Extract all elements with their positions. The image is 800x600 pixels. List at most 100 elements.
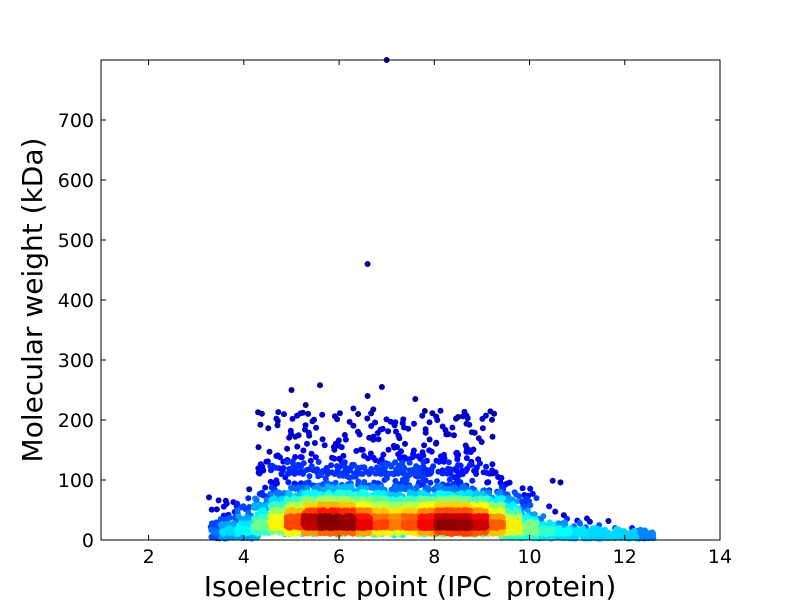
data-point	[422, 429, 429, 436]
data-point	[445, 459, 452, 466]
data-point	[375, 436, 382, 443]
data-point	[274, 422, 281, 429]
data-point	[360, 490, 367, 496]
data-point	[286, 470, 292, 477]
data-point	[318, 472, 325, 478]
data-point	[252, 495, 259, 502]
data-point	[234, 525, 241, 532]
data-point	[428, 469, 435, 476]
data-point	[294, 412, 300, 419]
data-point	[413, 484, 420, 490]
data-point	[456, 462, 463, 469]
data-point	[315, 459, 322, 465]
data-point	[341, 459, 348, 466]
data-point	[308, 450, 315, 457]
data-point	[427, 479, 434, 486]
data-point	[463, 455, 470, 462]
data-point	[579, 525, 586, 532]
data-point	[259, 463, 266, 470]
data-point	[497, 489, 504, 496]
data-point	[411, 420, 417, 427]
data-point	[488, 501, 495, 508]
data-point	[452, 467, 459, 474]
data-point	[338, 444, 345, 451]
data-point	[206, 494, 212, 501]
data-point	[254, 502, 261, 509]
data-point	[335, 437, 342, 444]
data-point	[287, 427, 294, 434]
data-point	[546, 503, 553, 510]
data-point	[257, 491, 264, 498]
data-point	[406, 501, 413, 508]
data-point	[385, 446, 392, 453]
data-point	[359, 446, 366, 453]
data-point	[562, 521, 569, 528]
data-point	[426, 436, 433, 443]
data-point	[478, 439, 485, 445]
data-point	[370, 454, 377, 461]
data-point	[321, 442, 328, 449]
data-point	[306, 473, 313, 480]
data-point	[598, 527, 605, 534]
data-point	[234, 531, 241, 537]
data-point	[489, 461, 496, 468]
data-point	[281, 411, 287, 418]
data-point	[289, 459, 296, 465]
data-point	[419, 412, 426, 419]
data-point	[358, 464, 365, 471]
data-point	[263, 458, 270, 465]
data-point	[331, 413, 338, 420]
data-point	[368, 410, 375, 417]
data-point	[400, 454, 406, 461]
data-point	[276, 454, 283, 461]
data-point	[464, 415, 471, 422]
data-point	[346, 418, 353, 425]
data-point	[451, 474, 458, 481]
data-point	[267, 490, 274, 497]
data-point	[605, 518, 612, 524]
data-point	[373, 464, 380, 471]
data-point	[469, 477, 476, 484]
data-point	[472, 468, 479, 475]
data-point	[291, 470, 298, 477]
data-point	[212, 530, 219, 537]
data-point	[533, 520, 540, 527]
data-point	[383, 475, 390, 482]
data-point	[353, 448, 360, 454]
data-point	[245, 495, 252, 502]
data-point	[356, 431, 363, 438]
data-point	[428, 448, 435, 455]
data-point	[497, 501, 504, 508]
data-point	[426, 419, 433, 426]
data-point	[331, 455, 338, 462]
data-point	[498, 530, 505, 536]
data-point	[472, 507, 479, 514]
data-point	[457, 471, 463, 478]
data-point	[350, 461, 357, 468]
data-point	[367, 450, 374, 457]
data-point	[398, 486, 404, 492]
data-point	[437, 407, 444, 414]
data-point	[208, 506, 215, 513]
data-point	[284, 459, 291, 466]
data-point	[355, 478, 362, 485]
data-point	[434, 478, 440, 485]
data-point	[399, 476, 406, 483]
data-point	[245, 505, 252, 511]
data-point	[451, 432, 457, 439]
data-point	[273, 477, 280, 484]
data-point	[630, 528, 637, 535]
data-point	[593, 525, 600, 532]
data-point	[401, 513, 408, 520]
data-point	[452, 501, 459, 508]
data-point	[291, 507, 298, 514]
data-point	[513, 524, 520, 531]
data-point	[417, 495, 424, 502]
data-point	[533, 530, 539, 537]
data-point	[292, 454, 299, 460]
data-point	[272, 464, 279, 471]
data-point	[612, 528, 619, 534]
data-point	[642, 527, 648, 534]
data-point	[294, 443, 301, 450]
